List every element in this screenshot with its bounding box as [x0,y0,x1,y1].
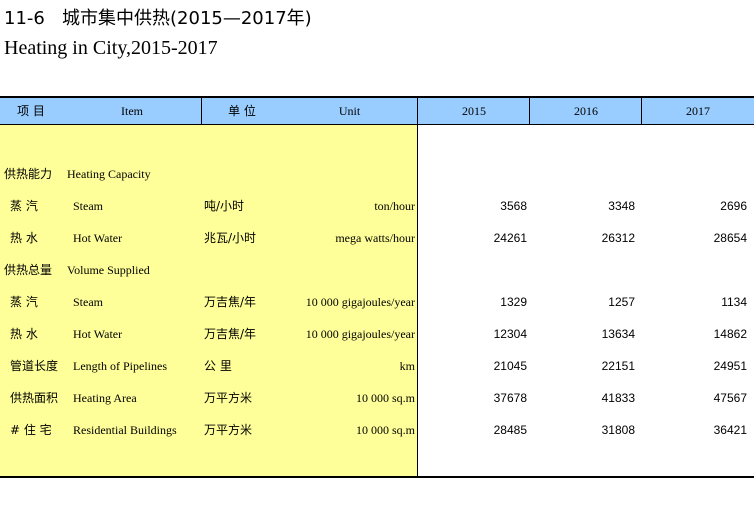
label-column-background [0,125,417,476]
row-label-en: Length of Pipelines [73,359,167,373]
row-unit-en: 10 000 gigajoules/year [305,327,415,341]
value-2016: 41833 [601,391,635,405]
value-2015: 12304 [493,327,527,341]
value-2017: 47567 [713,391,747,405]
row-label-cn: 管道长度 [10,359,59,373]
row-label-en: Heating Capacity [67,167,151,181]
value-2016 [530,254,635,286]
header-item-en: Item [121,104,143,118]
value-2016 [530,158,635,190]
value-2017: 24951 [713,359,747,373]
row-unit-cn: 万吉焦/年 [204,295,257,309]
column-divider [417,96,418,476]
value-2016: 26312 [601,231,635,245]
value-2016: 3348 [608,199,635,213]
header-year-2016: 2016 [574,104,598,118]
row-unit-cn: 兆瓦/小时 [204,231,257,245]
row-unit-en: mega watts/hour [335,231,415,245]
value-2017: 14862 [713,327,747,341]
value-2016: 13634 [601,327,635,341]
header-divider [641,96,642,125]
row-label-en: Steam [73,295,103,309]
header-divider [529,96,530,125]
row-label-en: Steam [73,199,103,213]
row-label-en: Heating Area [73,391,137,405]
row-label-en: Residential Buildings [73,423,177,437]
value-2015: 3568 [500,199,527,213]
row-label-en: Hot Water [73,327,123,341]
value-2015: 28485 [493,423,527,437]
value-2016: 1257 [608,295,635,309]
header-item-cn: 项 目 [17,104,45,118]
value-2017: 1134 [721,295,747,309]
value-2017: 2696 [720,199,747,213]
row-label-cn: 供热总量 [4,263,53,277]
value-2015: 37678 [493,391,527,405]
value-2015: 24261 [493,231,527,245]
row-unit-en: ton/hour [374,199,415,213]
row-unit-cn: 吨/小时 [204,199,245,213]
row-unit-en [282,254,415,286]
row-unit-en: 10 000 gigajoules/year [305,295,415,309]
row-unit-cn: 公 里 [204,359,232,373]
row-label-cn: 热 水 [10,327,38,341]
row-unit-en: 10 000 sq.m [355,391,415,405]
row-unit-cn: 万平方米 [204,423,253,437]
row-label-cn: # 住 宅 [10,423,52,437]
row-label-cn: 蒸 汽 [10,199,38,213]
row-unit-cn: 万吉焦/年 [204,327,257,341]
row-label-cn: 蒸 汽 [10,295,38,309]
row-label-en: Hot Water [73,231,123,245]
header-unit-cn: 单 位 [228,104,256,118]
row-unit-en: km [399,359,415,373]
value-2015 [418,158,527,190]
header-year-2017: 2017 [686,104,710,118]
row-unit-en: 10 000 sq.m [355,423,415,437]
row-label-cn: 供热面积 [10,391,59,405]
header-unit-en: Unit [338,104,361,118]
row-label-cn: 供热能力 [4,167,53,181]
table-title-english: Heating in City,2015-2017 [4,37,218,59]
value-2016: 31808 [601,423,635,437]
value-2017: 28654 [713,231,747,245]
value-2015 [418,254,527,286]
row-unit-cn: 万平方米 [204,391,253,405]
value-2015: 21045 [493,359,527,373]
table-title-chinese: 11-6 城市集中供热(2015—2017年) [4,8,312,29]
value-2017: 36421 [713,423,747,437]
header-divider [201,96,202,125]
row-label-cn: 热 水 [10,231,38,245]
header-year-2015: 2015 [462,104,486,118]
value-2017 [642,158,747,190]
value-2017 [642,254,747,286]
row-label-en: Volume Supplied [67,263,150,277]
value-2016: 22151 [601,359,635,373]
table-bottom-rule [0,476,754,478]
value-2015: 1329 [500,295,527,309]
row-unit-en [282,158,415,190]
table-header: 项 目 Item 单 位 Unit 2015 2016 2017 [0,96,754,125]
